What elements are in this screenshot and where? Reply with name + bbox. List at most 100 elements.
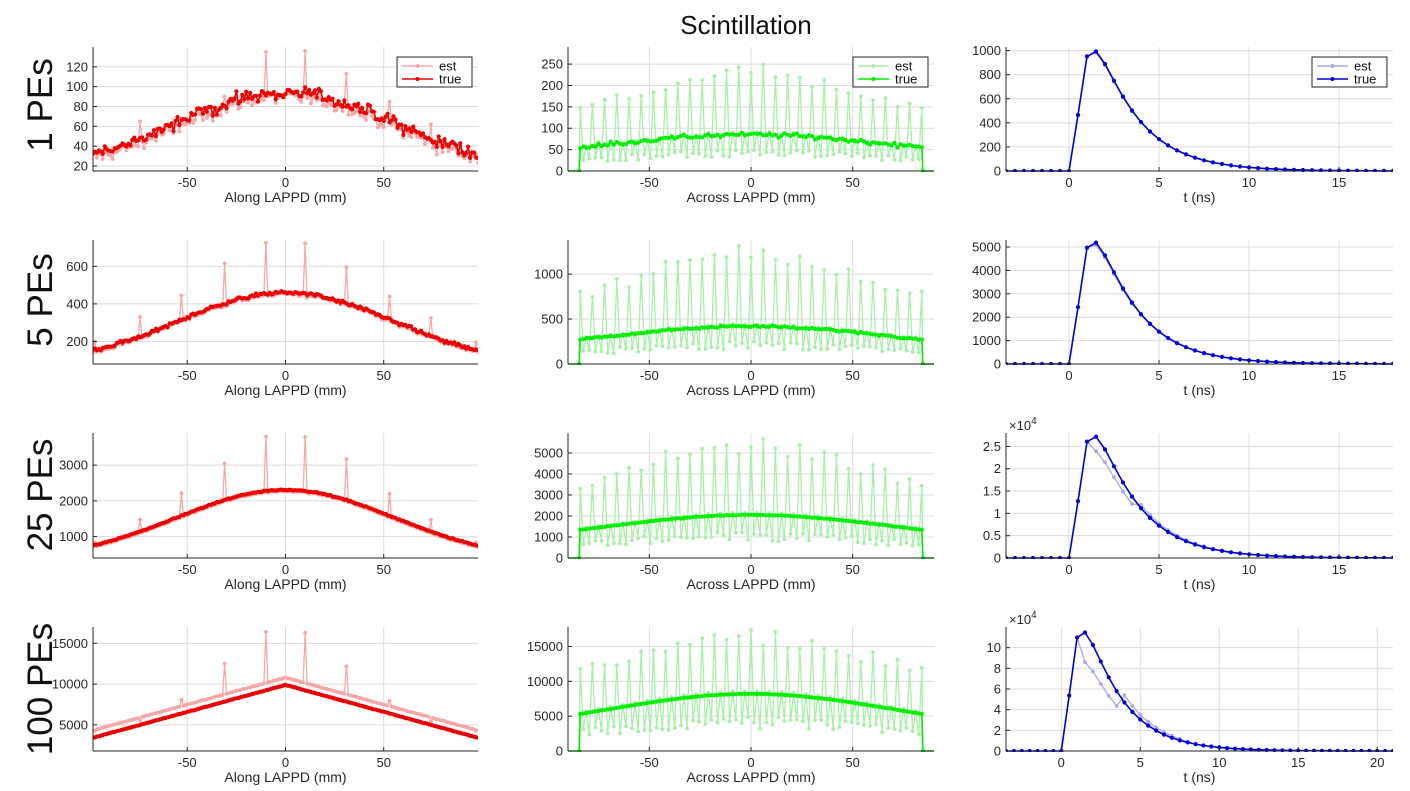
data-point (773, 629, 778, 634)
data-point (849, 720, 854, 725)
data-point (593, 144, 598, 149)
data-point (672, 534, 677, 539)
data-point (1106, 675, 1111, 680)
y-tick-label: 120 (66, 59, 88, 74)
data-point (831, 697, 836, 703)
data-point (1102, 253, 1108, 258)
data-point (639, 701, 644, 707)
data-point (198, 107, 204, 112)
data-point (785, 645, 790, 650)
data-point (749, 445, 753, 450)
data-point (651, 272, 656, 276)
data-point (715, 345, 720, 350)
data-point (858, 659, 863, 664)
data-point (733, 324, 738, 329)
data-point (855, 540, 860, 545)
data-point (910, 157, 915, 162)
data-point (110, 149, 115, 154)
data-point (149, 133, 154, 138)
series-line (1006, 435, 1393, 559)
y-tick-label: 0 (556, 551, 563, 566)
panel-10: -50 0 50 5000 10000 15000 Along LAPPD (mm) (52, 627, 478, 785)
data-point (1147, 515, 1153, 521)
data-point (187, 118, 192, 123)
data-point (675, 81, 680, 86)
y-tick-label: 2000 (59, 493, 88, 508)
data-point (834, 517, 839, 522)
data-point (721, 513, 726, 518)
data-point (590, 102, 595, 107)
data-point (363, 111, 369, 116)
data-point (1083, 660, 1087, 664)
data-point (910, 526, 915, 531)
series-line (1006, 241, 1393, 365)
data-point (636, 349, 640, 354)
data-point (210, 113, 215, 118)
data-point (303, 241, 307, 246)
data-point (224, 106, 229, 111)
data-point (770, 538, 775, 543)
data-point (919, 665, 924, 670)
data-point (907, 101, 912, 106)
data-point (273, 101, 278, 105)
data-point (305, 96, 309, 101)
data-point (202, 106, 208, 111)
x-tick-label: 15 (1332, 175, 1346, 190)
data-point (1103, 460, 1107, 465)
data-point (712, 252, 717, 257)
data-point (1075, 499, 1081, 504)
data-point (611, 157, 616, 162)
data-point (746, 715, 750, 719)
y-tick-label: 200 (541, 78, 563, 93)
data-point (624, 724, 628, 729)
y-tick-label: 2 (994, 723, 1001, 738)
data-point (590, 709, 595, 715)
data-point (681, 133, 687, 138)
data-point (727, 537, 732, 542)
data-point (138, 119, 143, 124)
data-point (703, 154, 708, 159)
data-point (883, 705, 888, 711)
data-point (1156, 137, 1162, 142)
data-point (264, 434, 268, 439)
y-tick-label: 250 (541, 57, 563, 72)
data-point (700, 514, 705, 519)
data-point (843, 719, 848, 724)
data-point (688, 643, 692, 647)
data-point (476, 160, 478, 165)
data-point (874, 542, 878, 547)
data-point (721, 153, 726, 158)
data-point (1154, 728, 1159, 733)
data-point (611, 724, 616, 729)
data-point (1309, 361, 1315, 365)
data-point (700, 78, 705, 82)
data-point (636, 536, 640, 541)
data-point (776, 153, 781, 157)
data-point (1120, 480, 1126, 485)
data-point (797, 693, 802, 699)
data-point (434, 152, 439, 157)
data-point (578, 711, 583, 717)
data-point (654, 154, 659, 159)
data-point (651, 518, 656, 524)
y-tick-label: 4000 (534, 466, 563, 481)
data-point (324, 104, 329, 109)
data-point (690, 326, 696, 331)
data-point (1193, 742, 1198, 747)
data-point (1154, 725, 1158, 730)
data-point (629, 703, 635, 708)
data-point (801, 531, 805, 536)
data-point (238, 99, 243, 104)
data-point (901, 143, 906, 148)
data-point (910, 350, 915, 354)
data-point (697, 151, 701, 156)
data-point (942, 362, 946, 366)
data-point (608, 333, 613, 339)
data-point (788, 325, 793, 330)
data-point (660, 154, 665, 159)
data-point (862, 541, 866, 546)
legend-box (396, 56, 473, 88)
series-est (93, 630, 478, 733)
data-point (880, 730, 884, 735)
